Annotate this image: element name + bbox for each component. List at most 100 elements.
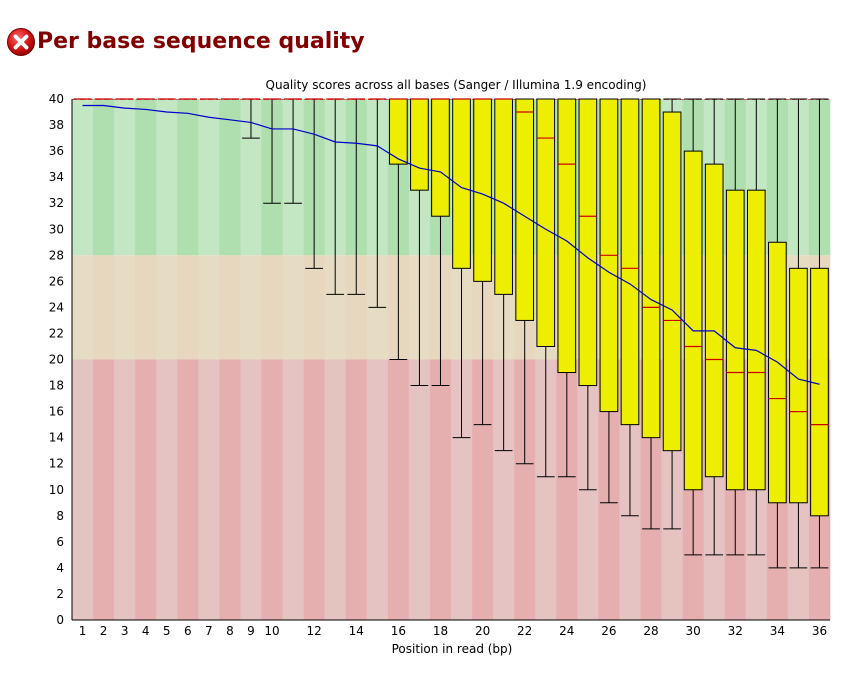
y-tick-label: 14 <box>49 431 64 445</box>
x-tick-label: 36 <box>812 624 827 638</box>
band-good-stripe <box>72 99 94 256</box>
x-tick-label: 20 <box>475 624 490 638</box>
iqr-box <box>536 98 556 347</box>
iqr-box <box>641 98 661 439</box>
band-reasonable-stripe <box>282 255 304 360</box>
band-poor-stripe <box>240 359 262 620</box>
y-tick-label: 24 <box>49 300 64 314</box>
band-good-stripe <box>135 99 157 256</box>
y-tick-label: 0 <box>56 613 64 627</box>
band-good-stripe <box>198 99 220 256</box>
band-reasonable-stripe <box>324 255 347 360</box>
band-poor-stripe <box>408 359 431 620</box>
band-reasonable-stripe <box>135 255 157 360</box>
y-tick-label: 26 <box>49 274 64 288</box>
band-reasonable-stripe <box>240 255 262 360</box>
x-tick-label: 8 <box>226 624 234 638</box>
band-good-stripe <box>219 99 241 256</box>
x-tick-label: 1 <box>79 624 87 638</box>
iqr-box <box>431 98 450 217</box>
iqr-box <box>494 98 513 295</box>
iqr-box <box>746 189 766 491</box>
x-tick-label: 22 <box>517 624 532 638</box>
band-poor-stripe <box>345 359 368 620</box>
iqr-box <box>768 241 787 504</box>
module-title: Per base sequence quality <box>37 29 365 54</box>
fail-cross-icon <box>6 27 36 57</box>
band-reasonable-stripe <box>93 255 115 360</box>
y-tick-label: 28 <box>49 248 64 262</box>
iqr-box <box>620 98 640 426</box>
iqr-box <box>410 98 429 191</box>
y-tick-label: 36 <box>49 144 64 158</box>
band-reasonable-stripe <box>114 255 136 360</box>
x-tick-label: 14 <box>349 624 364 638</box>
x-tick-label: 4 <box>142 624 150 638</box>
band-poor-stripe <box>282 359 304 620</box>
y-tick-label: 32 <box>49 196 64 210</box>
band-poor-stripe <box>366 359 389 620</box>
band-poor-stripe <box>135 359 157 620</box>
band-poor-stripe <box>429 359 452 620</box>
iqr-box <box>515 98 535 321</box>
chart-title: Quality scores across all bases (Sanger … <box>266 78 647 92</box>
band-poor-stripe <box>261 359 283 620</box>
y-tick-label: 18 <box>49 379 64 393</box>
x-tick-label: 2 <box>100 624 108 638</box>
module-header: Per base sequence quality <box>6 24 365 60</box>
y-tick-label: 40 <box>49 92 64 106</box>
band-good-stripe <box>114 99 136 256</box>
band-poor-stripe <box>219 359 241 620</box>
x-tick-label: 10 <box>264 624 279 638</box>
x-tick-label: 7 <box>205 624 213 638</box>
x-tick-label: 32 <box>728 624 743 638</box>
band-reasonable-stripe <box>261 255 283 360</box>
y-tick-label: 8 <box>56 509 64 523</box>
iqr-box <box>557 98 577 374</box>
band-poor-stripe <box>114 359 136 620</box>
band-good-stripe <box>156 99 178 256</box>
iqr-box <box>789 267 808 504</box>
x-tick-label: 18 <box>433 624 448 638</box>
y-tick-label: 22 <box>49 326 64 340</box>
band-reasonable-stripe <box>198 255 220 360</box>
iqr-box <box>662 111 682 452</box>
band-poor-stripe <box>177 359 199 620</box>
band-poor-stripe <box>514 359 536 620</box>
x-tick-label: 5 <box>163 624 171 638</box>
y-tick-label: 20 <box>49 353 64 367</box>
iqr-box <box>473 98 492 282</box>
x-axis-label: Position in read (bp) <box>392 642 513 656</box>
band-poor-stripe <box>493 359 515 620</box>
axes <box>71 99 830 621</box>
y-tick-label: 30 <box>49 222 64 236</box>
band-poor-stripe <box>556 359 578 620</box>
iqr-box <box>810 267 829 517</box>
x-tick-label: 24 <box>559 624 574 638</box>
band-poor-stripe <box>535 359 557 620</box>
y-tick-label: 2 <box>56 587 64 601</box>
band-poor-stripe <box>303 359 325 620</box>
x-tick-label: 3 <box>121 624 129 638</box>
mean-line <box>82 104 820 385</box>
band-reasonable-stripe <box>303 255 325 360</box>
boxplot-series <box>73 98 829 569</box>
iqr-box <box>389 98 408 165</box>
band-reasonable-stripe <box>72 255 94 360</box>
x-tick-label: 26 <box>601 624 616 638</box>
y-tick-label: 12 <box>49 457 64 471</box>
band-good-stripe <box>177 99 199 256</box>
y-tick-label: 34 <box>49 170 64 184</box>
band-reasonable-stripe <box>177 255 199 360</box>
x-tick-label: 12 <box>306 624 321 638</box>
band-poor-stripe <box>93 359 115 620</box>
band-good-stripe <box>93 99 115 256</box>
band-poor-stripe <box>72 359 94 620</box>
band-reasonable-stripe <box>219 255 241 360</box>
x-tick-label: 30 <box>685 624 700 638</box>
x-tick-label: 6 <box>184 624 192 638</box>
band-poor-stripe <box>451 359 473 620</box>
band-reasonable-stripe <box>156 255 178 360</box>
